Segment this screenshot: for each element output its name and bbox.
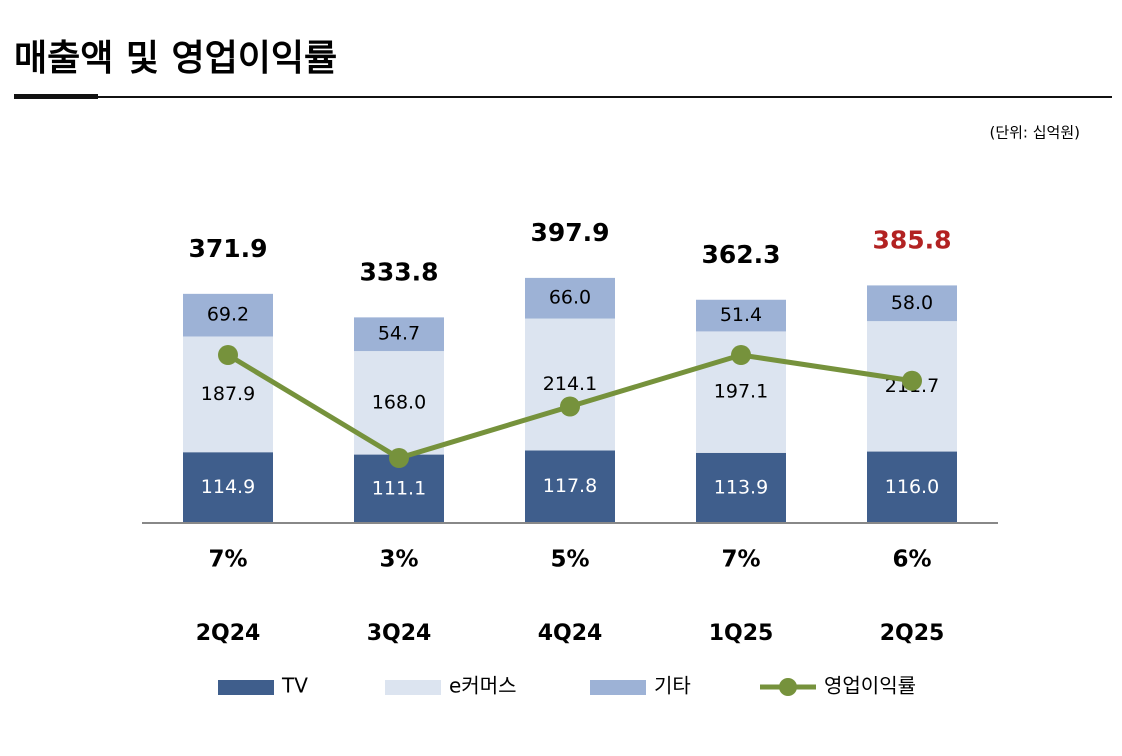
margin-label: 7% — [721, 547, 760, 573]
total-label: 385.8 — [872, 225, 951, 254]
value-label: 197.1 — [714, 381, 768, 403]
line-point — [560, 396, 580, 417]
margin-label: 5% — [550, 547, 589, 573]
value-label: 69.2 — [207, 304, 249, 326]
legend-label: 기타 — [654, 674, 691, 698]
bar-segment — [867, 285, 957, 322]
line-point — [731, 345, 751, 365]
margin-label: 7% — [208, 547, 247, 573]
legend-label: 영업이익률 — [824, 674, 916, 698]
bar-segment — [525, 450, 615, 523]
legend-swatch — [218, 680, 274, 695]
x-tick-label: 1Q25 — [709, 621, 774, 646]
legend-swatch — [590, 680, 646, 695]
value-label: 187.9 — [201, 383, 255, 405]
chart-title: 매출액 및 영업이익률 — [14, 38, 337, 79]
x-tick-label: 4Q24 — [538, 621, 603, 646]
bar-segment — [696, 299, 786, 332]
legend-label: e커머스 — [449, 674, 517, 698]
bar-segment — [183, 452, 273, 523]
bar-segment — [183, 293, 273, 337]
total-label: 333.8 — [359, 257, 438, 286]
bar-segment — [696, 452, 786, 523]
unit-label: (단위: 십억원) — [989, 124, 1080, 142]
margin-label: 6% — [892, 547, 931, 573]
line-point — [902, 370, 922, 391]
total-label: 371.9 — [188, 234, 267, 263]
x-tick-label: 3Q24 — [367, 621, 432, 646]
value-label: 58.0 — [891, 292, 933, 314]
value-label: 116.0 — [885, 476, 939, 498]
margin-label: 3% — [379, 547, 418, 573]
value-label: 51.4 — [720, 304, 762, 326]
line-point — [389, 448, 409, 468]
total-label: 397.9 — [530, 218, 609, 247]
bar-segment — [354, 317, 444, 352]
title-rule — [14, 96, 1112, 98]
value-label: 54.7 — [378, 323, 420, 345]
legend-label: TV — [281, 674, 308, 698]
bar-segment — [867, 451, 957, 523]
value-label: 113.9 — [714, 476, 768, 498]
legend-swatch — [385, 680, 441, 695]
value-label: 66.0 — [549, 287, 591, 309]
value-label: 111.1 — [372, 477, 426, 499]
bar-segment — [525, 277, 615, 319]
value-label: 114.9 — [201, 476, 255, 498]
line-point — [218, 345, 238, 365]
total-label: 362.3 — [701, 240, 780, 269]
bar-segment — [525, 318, 615, 451]
x-tick-label: 2Q25 — [880, 621, 945, 646]
value-label: 214.1 — [543, 373, 597, 395]
value-label: 168.0 — [372, 391, 426, 413]
value-label: 117.8 — [543, 475, 597, 497]
x-tick-label: 2Q24 — [196, 621, 261, 646]
legend-marker — [779, 678, 797, 696]
